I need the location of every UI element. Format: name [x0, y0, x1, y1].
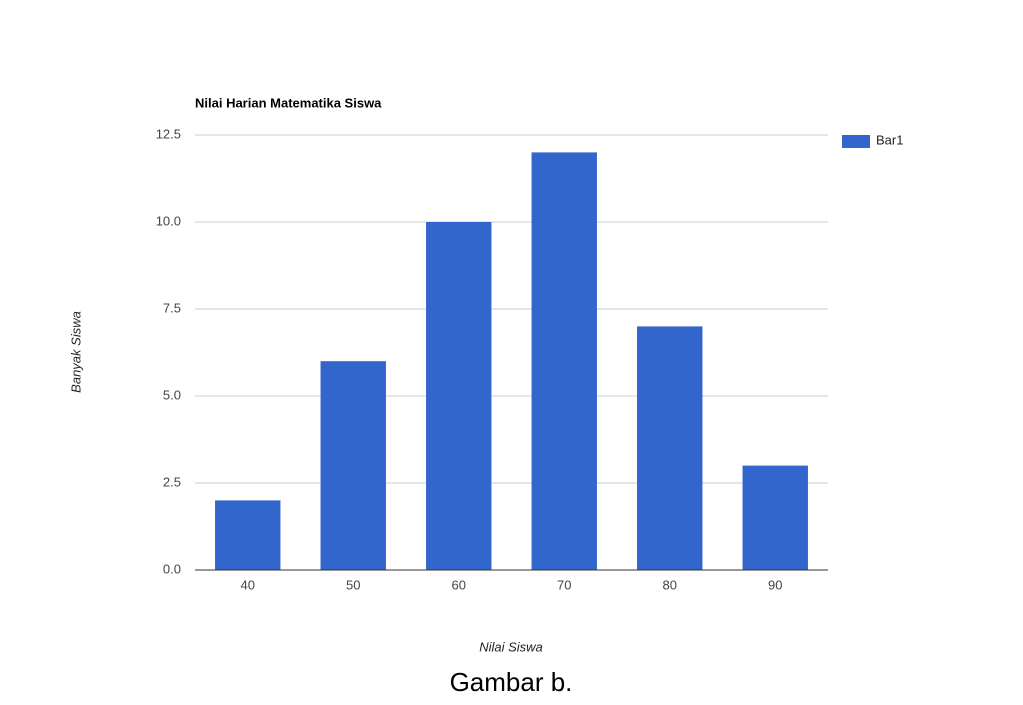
bar: [742, 465, 808, 570]
y-tick-label: 7.5: [163, 300, 181, 315]
y-tick-label: 5.0: [163, 387, 181, 402]
bar: [215, 500, 281, 570]
x-tick-label: 90: [768, 577, 782, 592]
bar: [531, 152, 597, 570]
y-tick-label: 12.5: [156, 126, 181, 141]
x-tick-label: 50: [346, 577, 360, 592]
y-axis-label: Banyak Siswa: [68, 311, 83, 393]
y-tick-label: 10.0: [156, 213, 181, 228]
x-tick-label: 70: [557, 577, 571, 592]
x-tick-label: 80: [663, 577, 677, 592]
caption: Gambar b.: [450, 667, 573, 697]
bar: [426, 222, 492, 570]
chart-title: Nilai Harian Matematika Siswa: [195, 95, 382, 110]
y-tick-label: 2.5: [163, 474, 181, 489]
bar: [637, 326, 703, 570]
y-tick-label: 0.0: [163, 561, 181, 576]
legend-swatch: [842, 135, 870, 148]
x-axis-label: Nilai Siswa: [479, 639, 543, 654]
x-tick-label: 40: [241, 577, 255, 592]
bar: [320, 361, 386, 570]
legend-label: Bar1: [876, 132, 903, 147]
x-tick-label: 60: [452, 577, 466, 592]
